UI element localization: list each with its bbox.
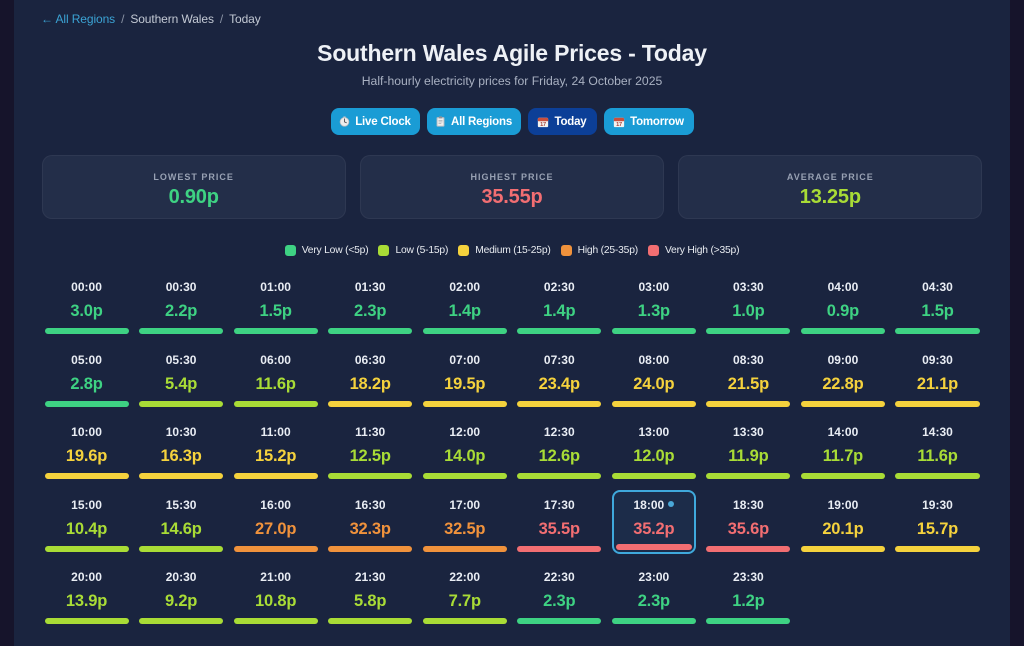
svg-text:17: 17 (541, 121, 547, 127)
svg-text:17: 17 (616, 121, 622, 127)
